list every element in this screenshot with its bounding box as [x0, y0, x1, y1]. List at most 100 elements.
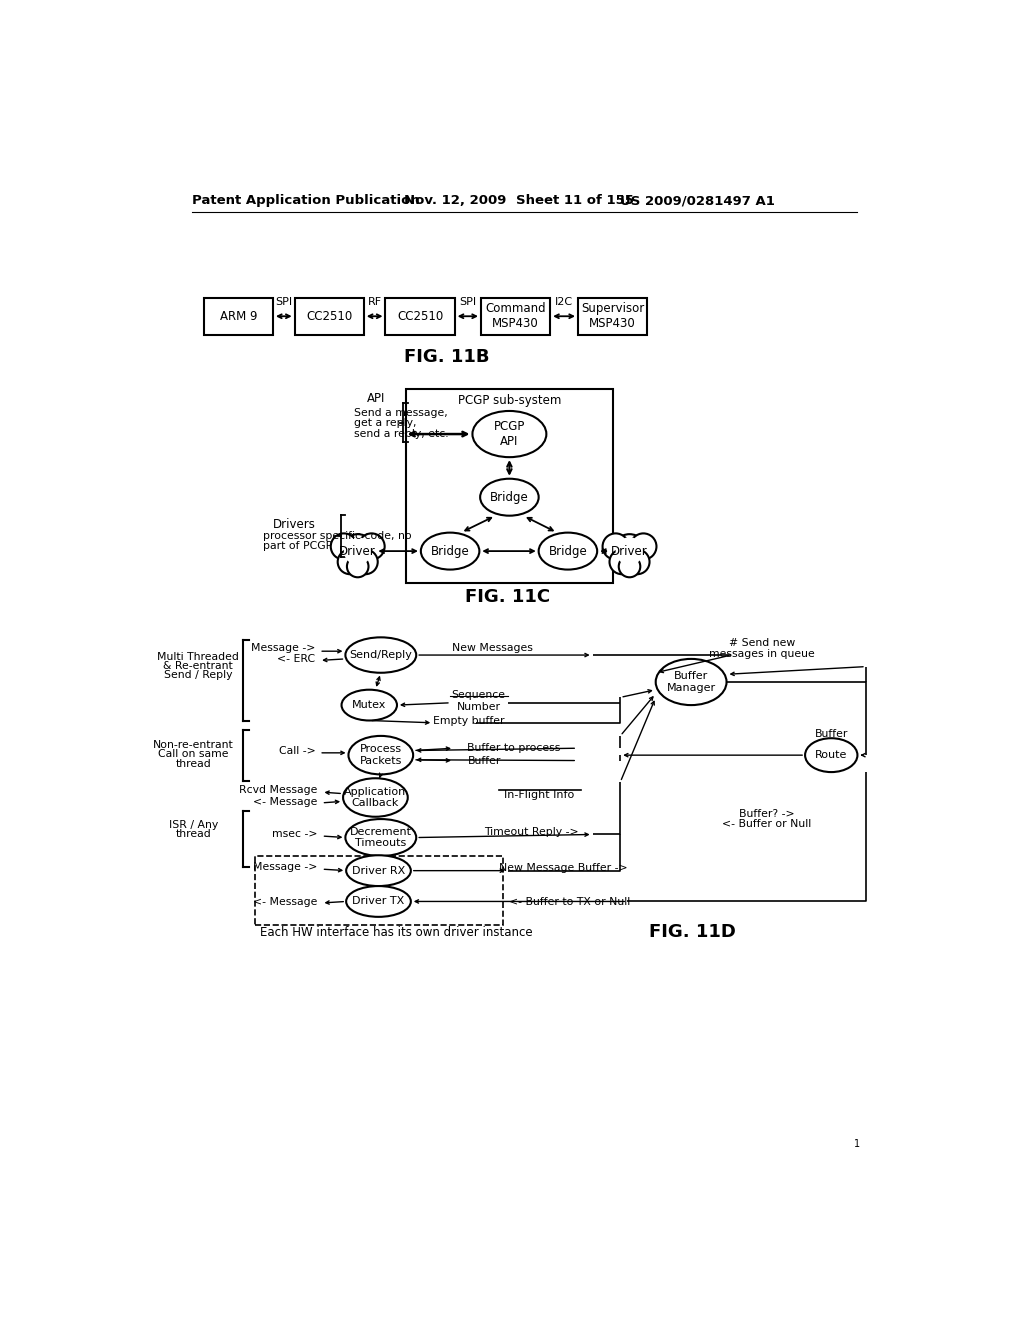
Ellipse shape [346, 855, 411, 886]
Circle shape [347, 556, 369, 577]
Ellipse shape [348, 737, 413, 775]
Text: <- Message: <- Message [253, 797, 317, 807]
Text: RF: RF [368, 297, 382, 308]
Text: SPI: SPI [459, 297, 476, 308]
Ellipse shape [805, 738, 857, 772]
Circle shape [331, 533, 357, 560]
Circle shape [618, 556, 640, 577]
Text: ISR / Any: ISR / Any [169, 820, 218, 830]
Text: Buffer: Buffer [814, 730, 848, 739]
Text: # Send new: # Send new [729, 639, 795, 648]
Text: Buffer: Buffer [468, 755, 502, 766]
Text: Patent Application Publication: Patent Application Publication [193, 194, 420, 207]
Text: Call ->: Call -> [279, 746, 315, 756]
Text: Decrement
Timeouts: Decrement Timeouts [350, 826, 412, 849]
Circle shape [353, 549, 378, 574]
Text: Process
Packets: Process Packets [359, 744, 402, 766]
Text: part of PCGP: part of PCGP [263, 541, 332, 552]
Text: <- Message: <- Message [253, 898, 316, 907]
Ellipse shape [346, 886, 411, 917]
Circle shape [609, 549, 634, 574]
Text: FIG. 11C: FIG. 11C [465, 589, 551, 606]
Text: SPI: SPI [275, 297, 293, 308]
Bar [578, 298, 647, 335]
Text: US 2009/0281497 A1: US 2009/0281497 A1 [620, 194, 774, 207]
Text: Bridge: Bridge [549, 545, 588, 557]
Text: Driver: Driver [339, 545, 376, 557]
Text: Rcvd Message: Rcvd Message [240, 785, 317, 795]
Text: Multi Threaded: Multi Threaded [158, 652, 240, 661]
Text: Command
MSP430: Command MSP430 [485, 302, 546, 330]
Text: Non-re-entrant: Non-re-entrant [154, 741, 234, 750]
Text: Mutex: Mutex [352, 700, 386, 710]
Text: Send/Reply: Send/Reply [349, 649, 413, 660]
Text: messages in queue: messages in queue [709, 648, 815, 659]
Text: Drivers: Drivers [273, 517, 315, 531]
Text: <- ERC: <- ERC [278, 653, 315, 664]
Text: <- Buffer to TX or Null: <- Buffer to TX or Null [509, 898, 630, 907]
Circle shape [358, 533, 385, 560]
Text: Each HW interface has its own driver instance: Each HW interface has its own driver ins… [260, 925, 532, 939]
Text: PCGP
API: PCGP API [494, 420, 525, 447]
Text: <- Buffer or Null: <- Buffer or Null [722, 818, 811, 829]
Circle shape [341, 535, 375, 568]
Circle shape [344, 537, 372, 565]
Text: CC2510: CC2510 [397, 310, 443, 323]
Text: Sequence
Number: Sequence Number [452, 690, 506, 711]
Text: thread: thread [176, 759, 212, 768]
Text: CC2510: CC2510 [306, 310, 352, 323]
Text: Timeout Reply ->: Timeout Reply -> [483, 828, 579, 837]
Text: Sheet 11 of 155: Sheet 11 of 155 [515, 194, 634, 207]
Bar [204, 298, 273, 335]
Text: & Re-entrant: & Re-entrant [164, 661, 233, 671]
Text: ARM 9: ARM 9 [219, 310, 257, 323]
Text: Buffer
Manager: Buffer Manager [667, 671, 716, 693]
Text: Message ->: Message -> [251, 643, 315, 653]
Ellipse shape [480, 479, 539, 516]
Text: Buffer to process: Buffer to process [467, 743, 561, 754]
Text: New Message Buffer ->: New Message Buffer -> [499, 863, 628, 874]
Text: Bridge: Bridge [490, 491, 528, 504]
Circle shape [338, 549, 362, 574]
Bar [385, 298, 455, 335]
Text: Driver RX: Driver RX [352, 866, 406, 875]
Text: FIG. 11D: FIG. 11D [649, 923, 736, 941]
Circle shape [615, 537, 643, 565]
Text: Send a message,: Send a message, [354, 408, 447, 417]
Ellipse shape [345, 638, 416, 673]
Ellipse shape [342, 690, 397, 721]
Text: 1: 1 [854, 1139, 860, 1148]
Text: Application
Callback: Application Callback [344, 787, 407, 808]
Bar [407, 389, 612, 583]
Ellipse shape [421, 533, 479, 570]
Text: FIG. 11B: FIG. 11B [403, 348, 489, 366]
Text: get a reply,: get a reply, [354, 418, 417, 428]
Text: Message ->: Message -> [253, 862, 316, 871]
Text: send a reply, etc.: send a reply, etc. [354, 429, 449, 440]
Circle shape [612, 535, 646, 568]
Text: Route: Route [815, 750, 848, 760]
Bar [295, 298, 364, 335]
Text: Bridge: Bridge [431, 545, 469, 557]
Text: PCGP sub-system: PCGP sub-system [458, 393, 561, 407]
Text: API: API [367, 392, 385, 405]
Circle shape [602, 533, 629, 560]
Text: In-Flight Info: In-Flight Info [504, 791, 573, 800]
Text: Buffer? ->: Buffer? -> [738, 809, 795, 820]
Bar [255, 857, 503, 925]
Circle shape [631, 533, 656, 560]
Text: I2C: I2C [555, 297, 573, 308]
Ellipse shape [539, 533, 597, 570]
Text: Driver TX: Driver TX [352, 896, 404, 907]
Ellipse shape [472, 411, 547, 457]
Text: Call on same: Call on same [159, 750, 229, 759]
Text: New Messages: New Messages [452, 643, 532, 653]
Circle shape [625, 549, 649, 574]
Ellipse shape [345, 818, 416, 857]
Bar [481, 298, 550, 335]
Text: processor specific code, no: processor specific code, no [263, 531, 412, 541]
Ellipse shape [343, 779, 408, 817]
Text: Empty buffer: Empty buffer [433, 715, 505, 726]
Text: Supervisor
MSP430: Supervisor MSP430 [581, 302, 644, 330]
Text: Driver: Driver [611, 545, 648, 557]
